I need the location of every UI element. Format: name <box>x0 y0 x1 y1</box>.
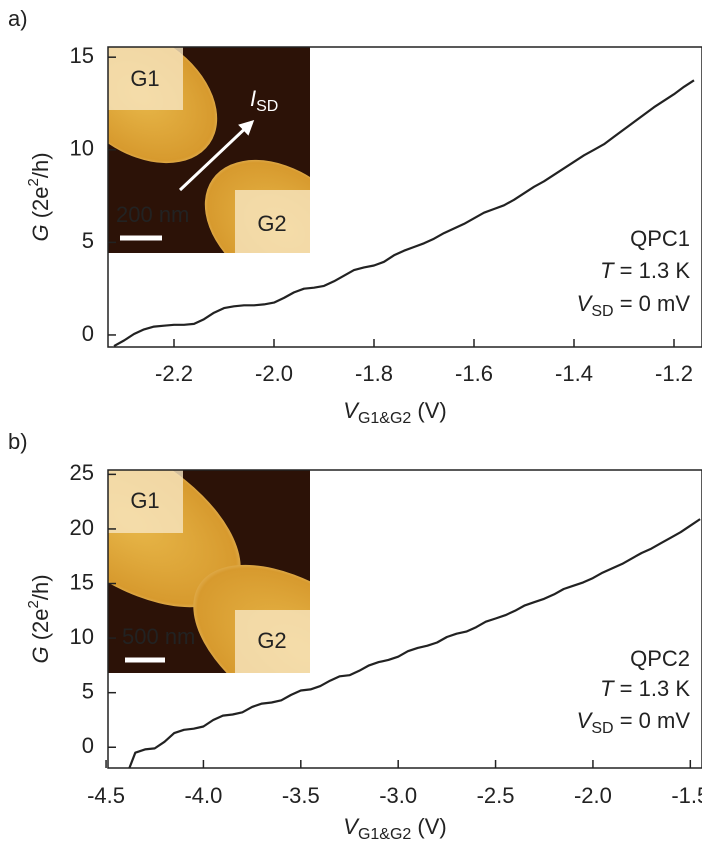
y-tick-label: 15 <box>70 43 94 68</box>
annotation: QPC1 <box>630 226 690 251</box>
y-axis-label-part: G <box>28 224 53 241</box>
x-axis-label-part: G1&G2 <box>358 826 411 841</box>
annotation: VSD = 0 mV <box>577 708 691 737</box>
x-axis-label-part: (V) <box>411 814 446 839</box>
x-tick-label: -1.2 <box>655 361 693 386</box>
annotation: VSD = 0 mV <box>577 291 691 320</box>
y-axis-label-part: /h) <box>28 152 53 178</box>
y-tick-label: 20 <box>70 515 94 540</box>
annotation: T = 1.3 K <box>600 258 690 283</box>
annotation-part: = 0 mV <box>614 291 691 316</box>
gate-label: G1 <box>130 66 159 91</box>
annotation-part: = 0 mV <box>614 708 691 733</box>
x-tick-label: -2.2 <box>155 361 193 386</box>
x-tick-label: -3.0 <box>379 783 417 808</box>
annotation-part: = 1.3 K <box>614 258 691 283</box>
y-axis-label-part: 2 <box>25 600 42 608</box>
x-tick-label: -2.5 <box>477 783 515 808</box>
y-axis-label-part: 2 <box>25 178 42 186</box>
current-label-part: SD <box>256 98 278 115</box>
scale-bar-label: 200 nm <box>116 202 189 227</box>
x-tick-label: -1.6 <box>455 361 493 386</box>
gate-label: G1 <box>130 488 159 513</box>
x-axis-label-part: (V) <box>411 398 446 423</box>
panel-label: a) <box>8 6 28 31</box>
annotation-part: SD <box>591 720 613 737</box>
annotation: T = 1.3 K <box>600 676 690 701</box>
x-tick-label: -2.0 <box>255 361 293 386</box>
y-axis-label: G (2e2/h) <box>25 574 53 663</box>
y-axis-label-part: (2e <box>28 186 53 224</box>
y-tick-label: 10 <box>70 624 94 649</box>
annotation: QPC2 <box>630 646 690 671</box>
x-axis-label-part: G1&G2 <box>358 410 411 427</box>
y-tick-label: 5 <box>82 678 94 703</box>
y-tick-label: 0 <box>82 733 94 758</box>
x-tick-label: -4.0 <box>184 783 222 808</box>
y-tick-label: 5 <box>82 228 94 253</box>
y-tick-label: 10 <box>70 136 94 161</box>
x-tick-label: -3.5 <box>282 783 320 808</box>
x-tick-label: -1.4 <box>555 361 593 386</box>
annotation-part: QPC2 <box>630 646 690 671</box>
annotation-part: SD <box>591 303 613 320</box>
x-tick-label: -1.8 <box>355 361 393 386</box>
x-tick-label: -1.5 <box>671 783 702 808</box>
y-tick-label: 15 <box>70 569 94 594</box>
y-axis-label-part: G <box>28 646 53 663</box>
y-axis-label-part: (2e <box>28 608 53 646</box>
gate-label: G2 <box>257 628 286 653</box>
figure: a)G1G2200 nmISD051015-2.2-2.0-1.8-1.6-1.… <box>0 0 702 841</box>
x-axis-label: VG1&G2 (V) <box>343 814 447 841</box>
y-axis-label-part: /h) <box>28 574 53 600</box>
y-axis-label: G (2e2/h) <box>25 152 53 241</box>
panel-label: b) <box>8 429 28 454</box>
y-tick-label: 0 <box>82 321 94 346</box>
inset-image <box>0 397 436 769</box>
scale-bar-label: 500 nm <box>122 624 195 649</box>
x-axis-label: VG1&G2 (V) <box>343 398 447 427</box>
annotation-part: = 1.3 K <box>614 676 691 701</box>
annotation-part: QPC1 <box>630 226 690 251</box>
x-tick-label: -2.0 <box>574 783 612 808</box>
y-tick-label: 25 <box>70 460 94 485</box>
gate-label: G2 <box>257 211 286 236</box>
x-tick-label: -4.5 <box>87 783 125 808</box>
